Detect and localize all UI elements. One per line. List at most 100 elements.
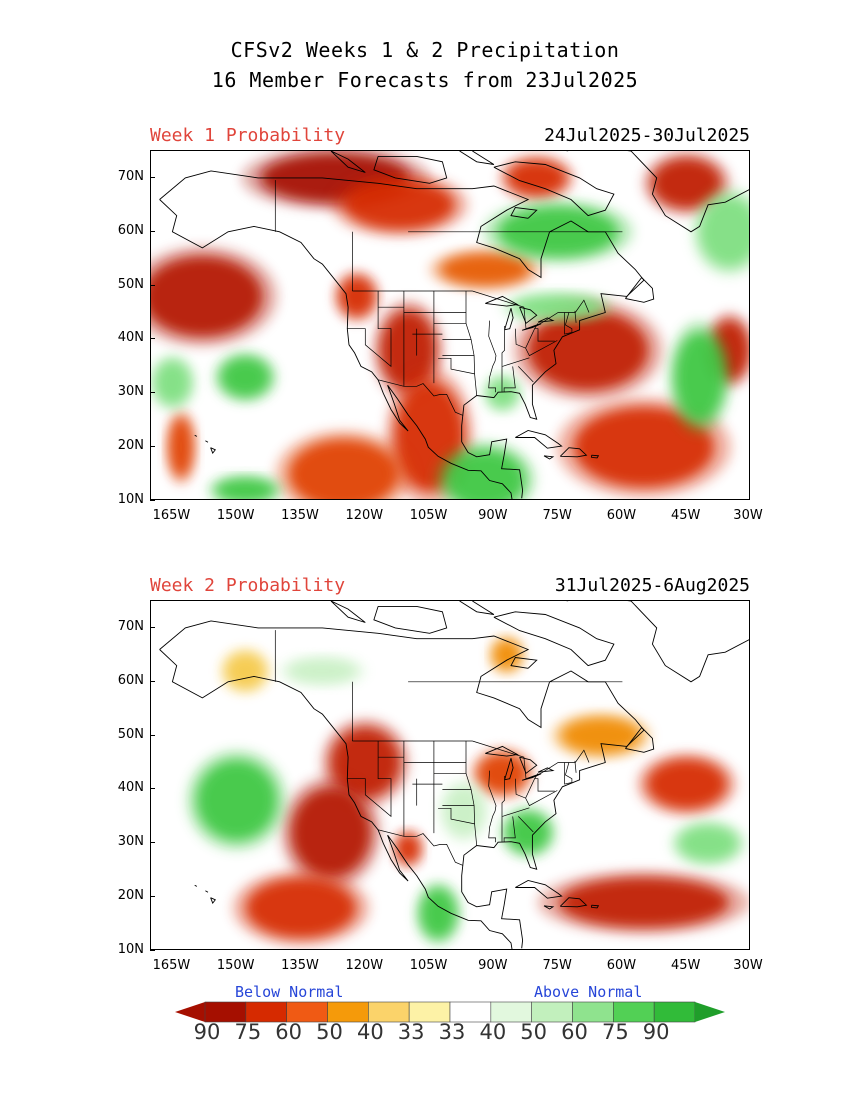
legend-below-normal-label: Below Normal — [235, 983, 344, 1001]
probability-region-20 — [487, 378, 518, 409]
week1-lat-tickmark — [150, 176, 155, 178]
coastline-8 — [515, 880, 563, 899]
coastline-20 — [205, 440, 209, 443]
boundary-18 — [525, 328, 555, 349]
legend-number-1: 75 — [234, 1020, 262, 1044]
week1-map-svg — [151, 151, 749, 499]
legend-number-6: 33 — [438, 1020, 466, 1044]
coastline-19 — [210, 897, 217, 904]
week2-lon-tick-120W: 120W — [345, 958, 384, 973]
legend-number-2: 60 — [275, 1020, 303, 1044]
legend-swatch-4 — [368, 1001, 410, 1023]
week1-lat-tick-60N: 60N — [117, 222, 144, 238]
probability-region-13 — [678, 825, 739, 862]
boundary-21 — [574, 310, 577, 323]
coastline-6 — [459, 601, 495, 615]
legend-swatch-11 — [653, 1001, 696, 1023]
legend-swatch-5 — [408, 1001, 451, 1023]
probability-region-1 — [291, 787, 371, 878]
coastline-12 — [625, 276, 655, 303]
week1-lat-tickmark — [150, 338, 155, 340]
week2-lon-tick-150W: 150W — [216, 958, 255, 973]
legend-number-5: 33 — [397, 1020, 425, 1044]
week2-lat-tick-60N: 60N — [117, 672, 144, 688]
probability-region-15 — [513, 295, 604, 320]
coastlines — [159, 151, 749, 499]
coastline-1 — [159, 199, 513, 499]
boundary-17 — [518, 366, 534, 383]
coastline-1 — [159, 649, 513, 949]
boundary-12 — [488, 770, 497, 843]
week2-lon-tick-60W: 60W — [606, 958, 637, 973]
boundary-14 — [514, 328, 558, 357]
coastline-3 — [493, 611, 615, 667]
coastline-11 — [591, 454, 600, 459]
coastline-8 — [515, 430, 563, 449]
week2-lon-tick-165W: 165W — [152, 958, 191, 973]
probability-region-6 — [338, 276, 375, 317]
probability-region-18 — [154, 360, 191, 405]
week2-lat-tick-20N: 20N — [117, 888, 144, 904]
week2-lat-tick-30N: 30N — [117, 834, 144, 850]
coastline-4 — [373, 155, 448, 184]
legend-above-normal-label: Above Normal — [534, 983, 643, 1001]
boundary-1 — [472, 290, 590, 330]
coastline-10 — [543, 905, 555, 910]
boundary-10 — [438, 357, 475, 375]
probability-region-4 — [440, 253, 531, 286]
coastline-2 — [566, 601, 749, 683]
week2-map-svg — [159, 601, 749, 949]
week2-lon-tick-135W: 135W — [281, 958, 319, 973]
boundary-21 — [574, 760, 577, 773]
probability-region-9 — [492, 639, 521, 670]
boundary-12 — [488, 320, 497, 393]
boundary-1 — [472, 740, 590, 780]
probability-region-2 — [506, 159, 567, 196]
legend-swatch-7 — [490, 1001, 532, 1023]
probability-region-9 — [288, 439, 399, 499]
coastline-15 — [519, 756, 538, 775]
week2-map — [150, 600, 750, 950]
probability-region-17 — [220, 357, 271, 398]
coastline-2 — [566, 151, 749, 233]
probability-region-13 — [169, 417, 193, 478]
probability-region-22 — [215, 478, 276, 499]
week1-lat-tickmark — [150, 230, 155, 232]
legend-number-3: 50 — [316, 1020, 343, 1044]
boundary-19 — [534, 773, 539, 779]
coastline-18 — [194, 884, 198, 887]
week1-lat-tickmark — [150, 446, 155, 448]
coastline-7 — [510, 657, 538, 669]
probability-region-2 — [246, 877, 356, 938]
week2-lon-tick-45W: 45W — [671, 958, 701, 973]
week2-label: Week 2 Probability — [150, 575, 346, 596]
coastline-19 — [210, 447, 217, 454]
legend-swatch-3 — [327, 1001, 369, 1023]
probability-region-16 — [674, 332, 725, 423]
week1-lat-tick-50N: 50N — [117, 276, 144, 292]
week2-lon-tick-75W: 75W — [542, 958, 572, 973]
boundary-10 — [438, 807, 475, 825]
boundary-16 — [503, 366, 516, 392]
week2-lon-tick-105W: 105W — [409, 958, 448, 973]
week1-lon-tick-60W: 60W — [606, 508, 637, 523]
week1-lat-tick-20N: 20N — [117, 438, 144, 454]
legend-swatch-2 — [286, 1001, 328, 1023]
probability-region-3 — [651, 158, 722, 209]
boundary-20 — [564, 762, 573, 785]
boundary-15 — [502, 357, 530, 367]
week1-lon-tick-165W: 165W — [152, 508, 191, 523]
map-title-line-2: 16 Member Forecasts from 23Jul2025 — [211, 68, 639, 92]
probability-region-8 — [225, 653, 266, 689]
week1-lat-tickmark — [150, 284, 155, 286]
probability-region-14 — [443, 786, 484, 836]
boundary-13 — [501, 326, 505, 392]
week2-lat-tick-10N: 10N — [117, 942, 144, 957]
coastline-7 — [510, 207, 538, 219]
legend-swatch-0 — [204, 1001, 247, 1023]
boundary-11 — [465, 291, 478, 396]
boundary-13 — [501, 776, 505, 842]
week2-dates: 31Jul2025-6Aug2025 — [554, 575, 750, 596]
boundary-3 — [347, 291, 392, 368]
legend-number-7: 40 — [479, 1020, 507, 1044]
